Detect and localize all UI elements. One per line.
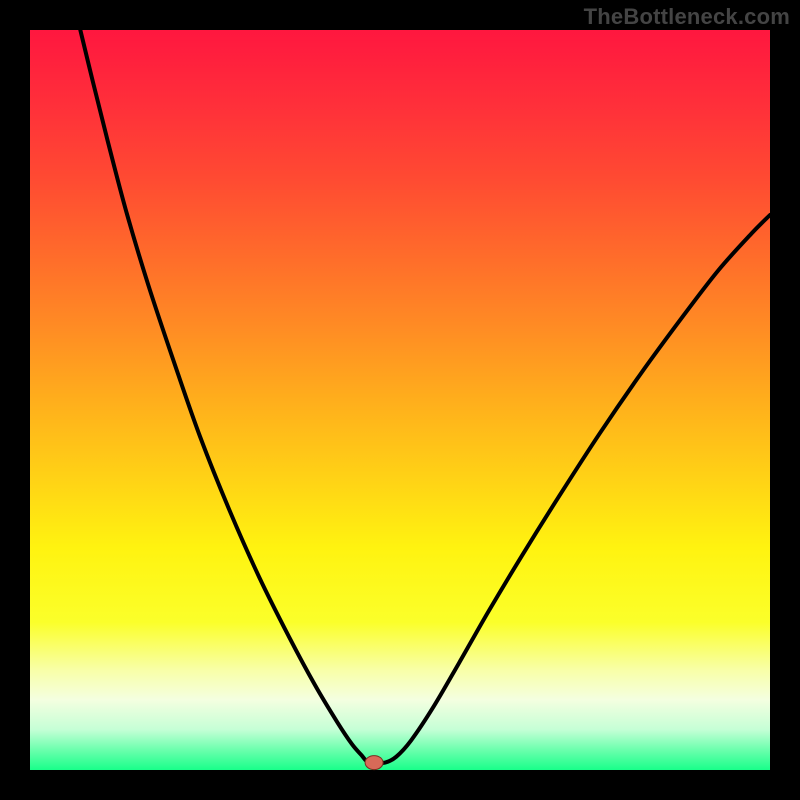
chart-frame: TheBottleneck.com bbox=[0, 0, 800, 800]
plot-area bbox=[0, 0, 800, 800]
watermark-text: TheBottleneck.com bbox=[584, 4, 790, 30]
chart-svg bbox=[0, 0, 800, 800]
gradient-background bbox=[30, 30, 770, 770]
optimal-point-marker bbox=[365, 756, 383, 770]
